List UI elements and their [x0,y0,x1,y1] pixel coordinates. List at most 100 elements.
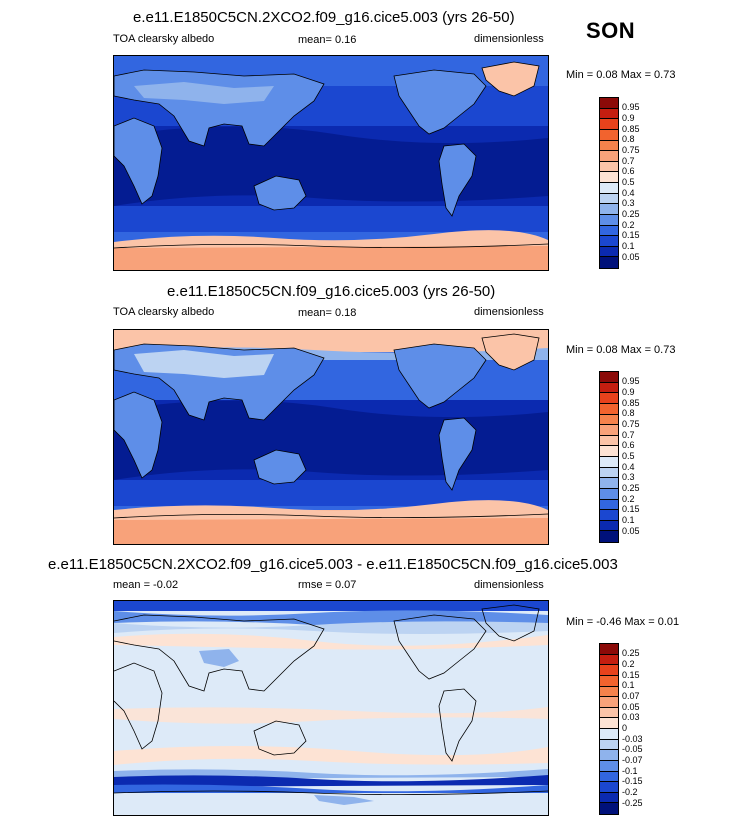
colorbar-swatch [600,183,618,194]
colorbar-tick-label: 0.25 [622,209,640,219]
colorbar-swatch [600,750,618,761]
colorbar-swatch [600,718,618,729]
colorbar-swatch [600,707,618,719]
colorbar-tick-label: 0.7 [622,156,635,166]
colorbar-tick-label: -0.2 [622,787,638,797]
colorbar-tick-label: 0.3 [622,472,635,482]
colorbar-tick-label: 0.5 [622,451,635,461]
colorbar-swatch [600,414,618,426]
colorbar-swatch [600,739,618,751]
panel-2-minmax: Min = 0.08 Max = 0.73 [566,344,676,356]
panel-2-variable-label: TOA clearsky albedo [113,306,215,318]
colorbar-swatch [600,803,618,814]
colorbar-tick-label: -0.1 [622,766,638,776]
panel-3-units-label: dimensionless [474,579,544,591]
panel-1-map [113,55,549,271]
colorbar-swatch [600,782,618,793]
colorbar-tick-label: -0.03 [622,734,643,744]
colorbar-tick-label: 0.85 [622,398,640,408]
colorbar-swatch [600,193,618,205]
colorbar-swatch [600,257,618,268]
colorbar-tick-label: 0.25 [622,648,640,658]
colorbar-tick-label: 0.15 [622,670,640,680]
colorbar-swatch [600,129,618,141]
colorbar-swatch [600,697,618,708]
colorbar-tick-label: 0.95 [622,102,640,112]
colorbar-swatch [600,98,618,109]
colorbar-tick-label: 0.95 [622,376,640,386]
colorbar-tick-label: 0.9 [622,387,635,397]
colorbar-tick-label: 0.05 [622,526,640,536]
colorbar-tick-label: 0 [622,723,628,733]
colorbar-swatch [600,140,618,152]
colorbar-swatch [600,729,618,740]
colorbar-swatch [600,644,618,655]
colorbar-tick-label: 0.2 [622,659,635,669]
colorbar-tick-label: 0.6 [622,440,635,450]
colorbar-swatch [600,446,618,457]
panel-1-mean-label: mean= 0.16 [298,34,357,46]
colorbar-swatch [600,382,618,394]
colorbar-swatch [600,654,618,666]
colorbar-tick-label: 0.8 [622,134,635,144]
colorbar-tick-label: 0.75 [622,145,640,155]
panel-3-map [113,600,549,816]
panel-2-mean-label: mean= 0.18 [298,307,357,319]
colorbar-swatch [600,792,618,804]
colorbar-tick-label: 0.4 [622,188,635,198]
panel-3-mean-label: mean = -0.02 [113,579,179,591]
colorbar-swatch [600,425,618,436]
colorbar-tick-label: 0.9 [622,113,635,123]
panel-1-colorbar [599,97,619,269]
colorbar-swatch [600,467,618,479]
colorbar-swatch [600,151,618,162]
colorbar-tick-label: 0.6 [622,166,635,176]
panel-2-title: e.e11.E1850C5CN.f09_g16.cice5.003 (yrs 2… [167,283,496,300]
colorbar-tick-label: 0.25 [622,483,640,493]
colorbar-swatch [600,246,618,258]
colorbar-tick-label: 0.2 [622,494,635,504]
colorbar-tick-label: -0.07 [622,755,643,765]
panel-2-units-label: dimensionless [474,306,544,318]
colorbar-tick-label: 0.2 [622,220,635,230]
colorbar-swatch [600,665,618,676]
panel-3-minmax: Min = -0.46 Max = 0.01 [566,616,680,628]
colorbar-tick-label: 0.3 [622,198,635,208]
colorbar-swatch [600,760,618,772]
colorbar-swatch [600,161,618,173]
colorbar-tick-label: 0.1 [622,515,635,525]
colorbar-swatch [600,393,618,404]
colorbar-tick-label: 0.15 [622,504,640,514]
colorbar-tick-label: -0.05 [622,744,643,754]
panel-3-colorbar [599,643,619,815]
colorbar-swatch [600,204,618,215]
panel-1-title: e.e11.E1850C5CN.2XCO2.f09_g16.cice5.003 … [133,9,515,26]
colorbar-swatch [600,403,618,415]
colorbar-swatch [600,675,618,687]
colorbar-swatch [600,236,618,247]
panel-2-map [113,329,549,545]
colorbar-tick-label: 0.05 [622,702,640,712]
colorbar-tick-label: 0.85 [622,124,640,134]
season-label: SON [586,18,636,43]
colorbar-swatch [600,510,618,521]
colorbar-swatch [600,108,618,120]
panel-1-minmax: Min = 0.08 Max = 0.73 [566,69,676,81]
colorbar-tick-label: 0.15 [622,230,640,240]
colorbar-tick-label: 0.1 [622,680,635,690]
colorbar-swatch [600,499,618,511]
colorbar-swatch [600,457,618,468]
colorbar-swatch [600,531,618,542]
colorbar-swatch [600,372,618,383]
panel-1-variable-label: TOA clearsky albedo [113,33,215,45]
panel-3-title: e.e11.E1850C5CN.2XCO2.f09_g16.cice5.003 … [48,556,618,573]
colorbar-tick-label: 0.8 [622,408,635,418]
colorbar-swatch [600,686,618,698]
colorbar-tick-label: 0.1 [622,241,635,251]
colorbar-tick-label: 0.75 [622,419,640,429]
colorbar-tick-label: 0.05 [622,252,640,262]
panel-1-units-label: dimensionless [474,33,544,45]
colorbar-tick-label: -0.15 [622,776,643,786]
colorbar-swatch [600,488,618,500]
colorbar-tick-label: 0.03 [622,712,640,722]
